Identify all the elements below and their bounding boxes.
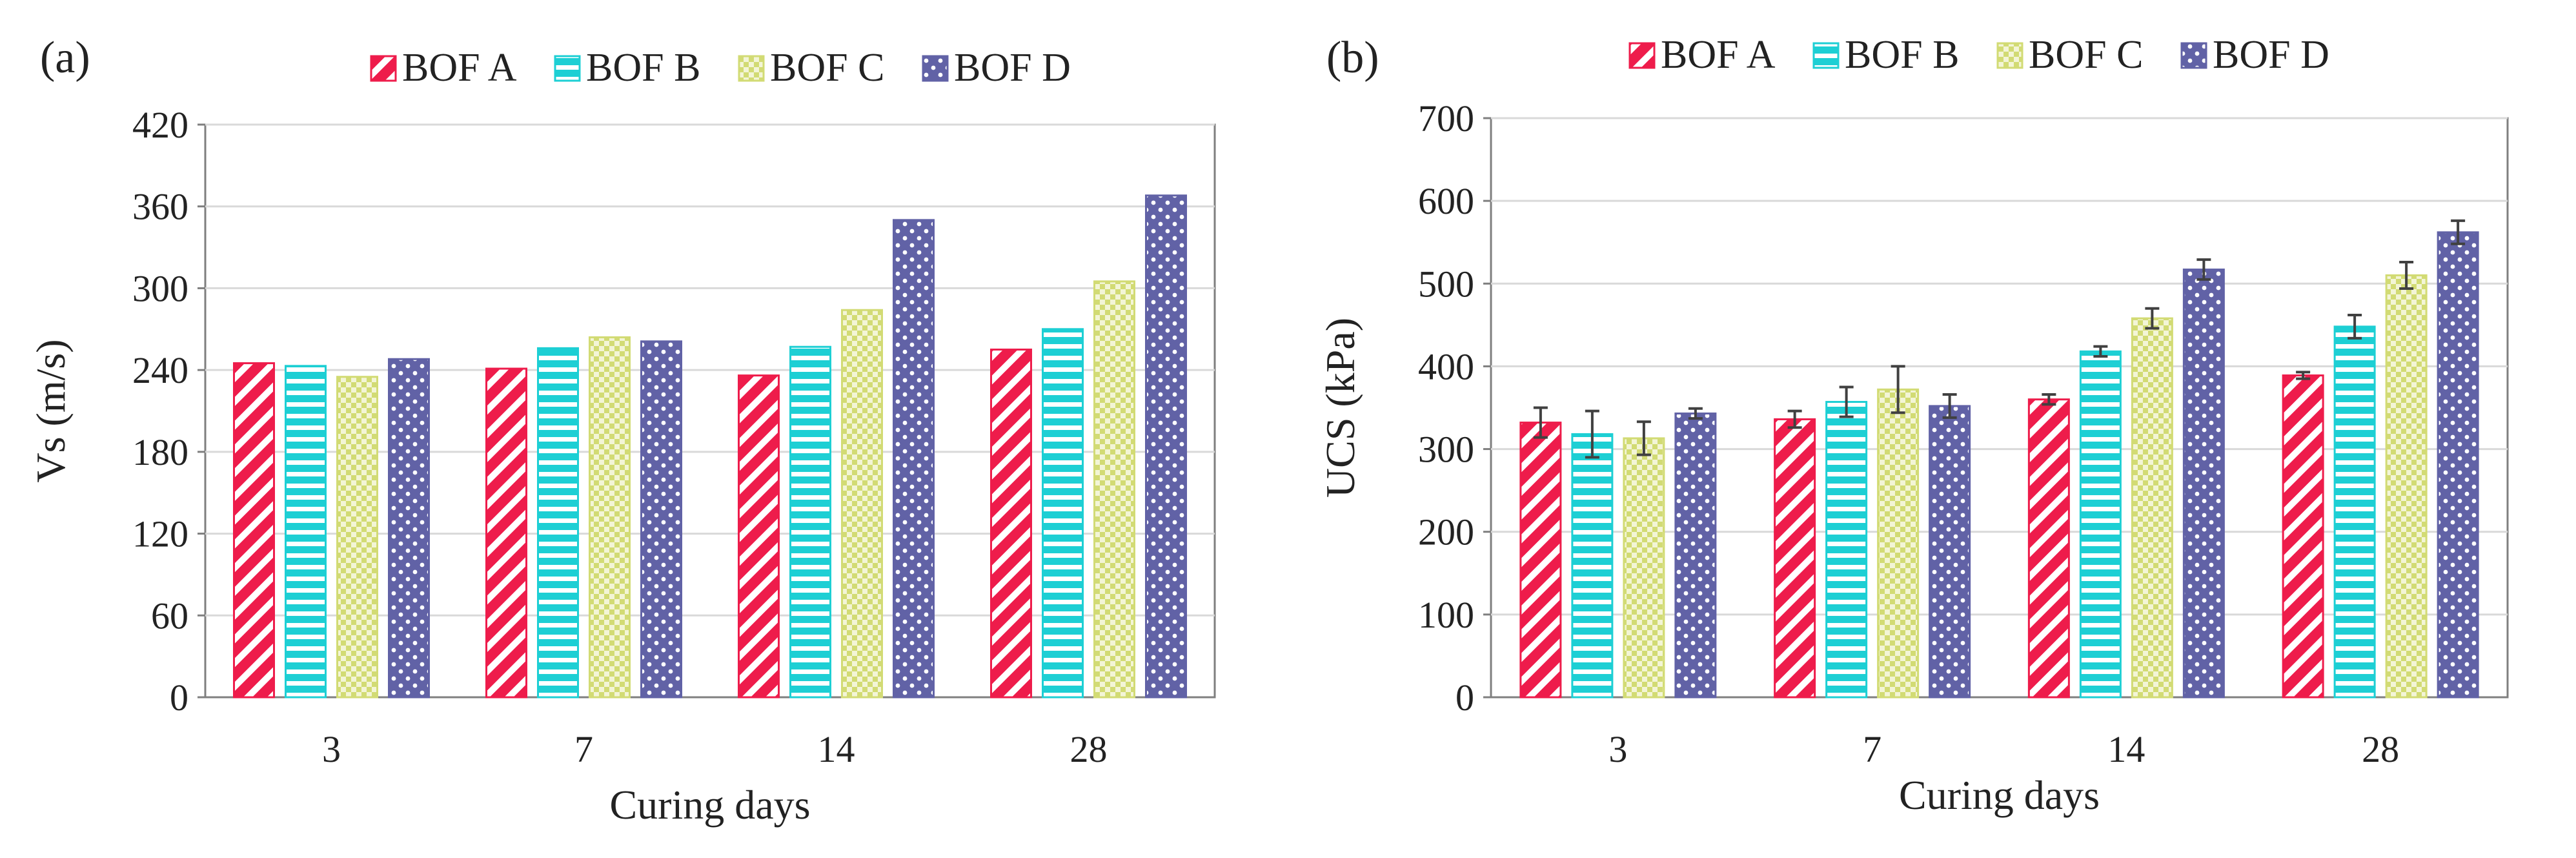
legend-swatch (2180, 42, 2207, 69)
y-tick-label: 180 (132, 431, 188, 473)
legend-swatch (1628, 42, 1656, 69)
x-tick-label: 7 (1863, 728, 1881, 770)
bar-bof-d-28 (2437, 231, 2479, 699)
bar-bof-a-3 (1519, 422, 1562, 699)
bar-bof-b-3 (285, 365, 327, 699)
bar-bof-d-3 (1674, 412, 1717, 699)
bar-bof-c-14 (841, 309, 883, 699)
y-tick-label: 400 (1418, 345, 1474, 387)
legend-label: BOF A (402, 46, 517, 90)
bar-bof-a-7 (1774, 418, 1816, 699)
bar-bof-d-14 (893, 219, 935, 699)
legend-label: BOF A (1661, 33, 1776, 77)
legend-label: BOF D (2213, 33, 2329, 77)
y-tick-label: 0 (170, 677, 188, 719)
bar-bof-b-28 (2333, 325, 2376, 699)
y-tick-label: 500 (1418, 263, 1474, 305)
y-tick-label: 300 (132, 267, 188, 309)
legend: BOF A BOF B BOF C BOF D (370, 46, 1071, 90)
legend-label: BOF B (1845, 33, 1959, 77)
legend-label: BOF C (770, 46, 884, 90)
bar-bof-a-28 (2282, 374, 2324, 699)
bar-bof-a-7 (485, 367, 527, 699)
y-axis-title: UCS (kPa) (1317, 318, 1363, 498)
bar-bof-b-7 (537, 347, 579, 699)
bar-bof-b-28 (1042, 328, 1084, 699)
bar-bof-a-14 (738, 374, 780, 699)
x-tick-label: 14 (2107, 728, 2145, 770)
bar-bof-d-3 (388, 358, 430, 699)
bar-bof-a-3 (233, 362, 275, 699)
y-tick-label: 700 (1418, 97, 1474, 139)
legend-label: BOF B (586, 46, 700, 90)
panel-label: (b) (1326, 33, 1379, 83)
bar-bof-b-3 (1571, 433, 1614, 699)
x-tick-label: 3 (1608, 728, 1627, 770)
bar-bof-c-14 (2131, 317, 2173, 699)
x-tick-label: 3 (322, 728, 341, 770)
bar-bof-c-28 (2385, 274, 2428, 699)
bar-bof-d-14 (2182, 269, 2225, 699)
legend-swatch (554, 55, 581, 82)
x-tick-label: 28 (2362, 728, 2399, 770)
panel-label: (a) (40, 33, 90, 83)
y-tick-label: 360 (132, 186, 188, 228)
y-tick-label: 300 (1418, 429, 1474, 471)
y-axis-title: Vs (m/s) (28, 339, 74, 482)
legend: BOF A BOF B BOF C BOF D (1628, 33, 2329, 77)
chart-panel-a: 0 60 120 180 240 300 360 420 3 7 14 28 Curing days Vs… (28, 33, 1216, 828)
bar-bof-d-7 (1929, 405, 1971, 699)
y-tick-label: 60 (151, 595, 188, 637)
y-tick-label: 600 (1418, 180, 1474, 222)
bar-bof-c-3 (336, 376, 378, 699)
bar-bof-d-7 (640, 340, 682, 699)
y-tick-label: 420 (132, 104, 188, 146)
bar-bof-c-28 (1093, 280, 1135, 699)
bar-bof-b-14 (789, 345, 831, 699)
bar-bof-d-28 (1145, 194, 1187, 699)
x-tick-label: 7 (574, 728, 593, 770)
bar-bof-b-7 (1825, 401, 1868, 699)
x-axis-title: Curing days (1899, 772, 2100, 818)
bar-bof-c-7 (1877, 388, 1920, 699)
legend-swatch (1996, 42, 2023, 69)
legend-label: BOF D (954, 46, 1071, 90)
legend-swatch (738, 55, 765, 82)
bar-bof-c-3 (1623, 437, 1665, 699)
x-tick-label: 28 (1070, 728, 1108, 770)
bar-bof-b-14 (2079, 350, 2122, 699)
chart-panel-b: 0 100 200 300 400 500 600 700 3 7 14 28 Curing days U… (1317, 33, 2509, 818)
bar-bof-a-28 (990, 348, 1032, 699)
y-tick-label: 200 (1418, 511, 1474, 553)
x-axis-title: Curing days (609, 782, 810, 828)
y-tick-label: 240 (132, 349, 188, 391)
legend-swatch (370, 55, 397, 82)
legend-label: BOF C (2029, 33, 2143, 77)
y-tick-label: 0 (1455, 677, 1474, 719)
y-tick-label: 120 (132, 513, 188, 555)
bar-bof-a-14 (2027, 398, 2070, 699)
bar-bof-c-7 (589, 336, 631, 699)
y-tick-label: 100 (1418, 594, 1474, 636)
x-tick-label: 14 (818, 728, 855, 770)
legend-swatch (1812, 42, 1840, 69)
legend-swatch (922, 55, 949, 82)
